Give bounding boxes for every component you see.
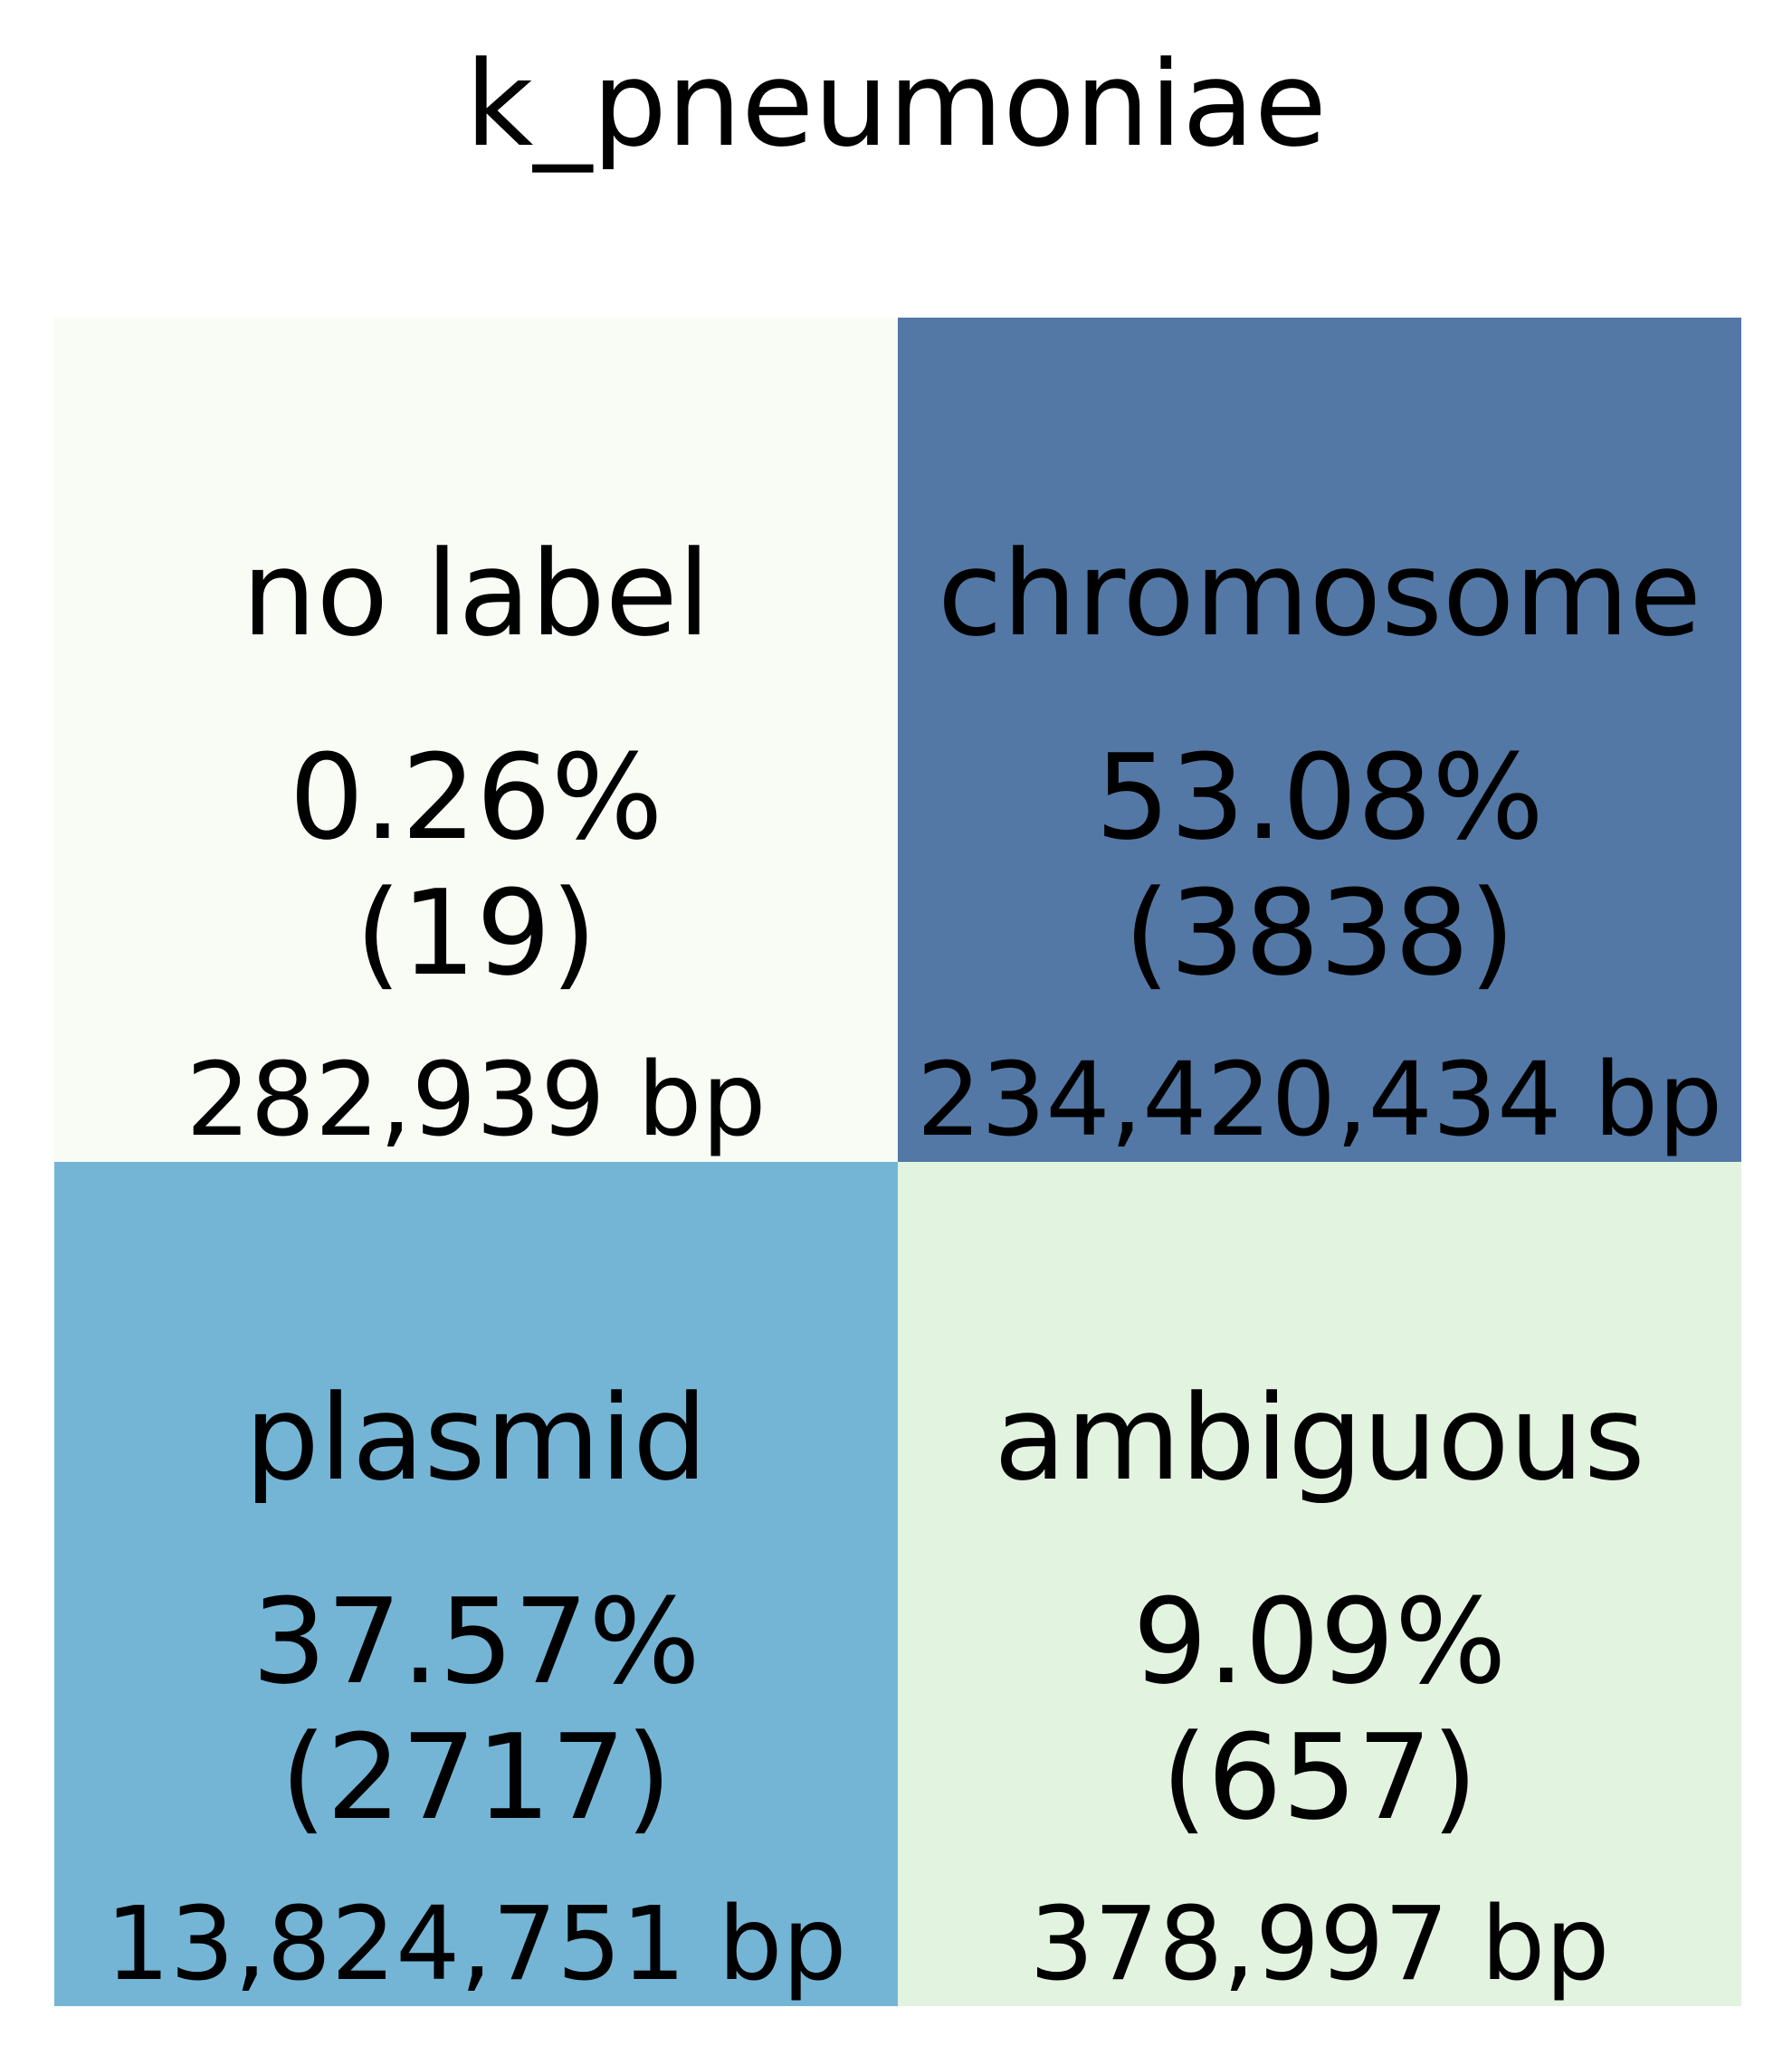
cell-chromosome: chromosome 53.08% (3838) 234,420,434 bp <box>898 318 1741 1162</box>
cell-bp: 282,939 bp <box>186 1042 767 1159</box>
cell-label: no label <box>242 525 710 662</box>
cell-count: (19) <box>355 864 597 1002</box>
cell-label: ambiguous <box>994 1369 1645 1507</box>
cell-bp: 378,997 bp <box>1029 1886 1610 2003</box>
cell-count: (657) <box>1161 1708 1478 1846</box>
cell-no-label: no label 0.26% (19) 282,939 bp <box>54 318 898 1162</box>
cell-ambiguous: ambiguous 9.09% (657) 378,997 bp <box>898 1162 1741 2006</box>
cell-bp: 234,420,434 bp <box>916 1042 1723 1159</box>
cell-label: plasmid <box>244 1369 708 1507</box>
cell-count: (2717) <box>280 1708 672 1846</box>
cell-percent: 0.26% <box>289 728 663 866</box>
chart-title: k_pneumoniae <box>465 35 1327 173</box>
cell-percent: 9.09% <box>1132 1573 1507 1710</box>
cell-plasmid: plasmid 37.57% (2717) 13,824,751 bp <box>54 1162 898 2006</box>
cell-bp: 13,824,751 bp <box>105 1886 847 2003</box>
heatmap-grid: no label 0.26% (19) 282,939 bp chromosom… <box>54 318 1741 2006</box>
cell-percent: 37.57% <box>252 1573 701 1710</box>
cell-count: (3838) <box>1123 864 1516 1002</box>
cell-label: chromosome <box>937 525 1702 662</box>
cell-percent: 53.08% <box>1095 728 1544 866</box>
